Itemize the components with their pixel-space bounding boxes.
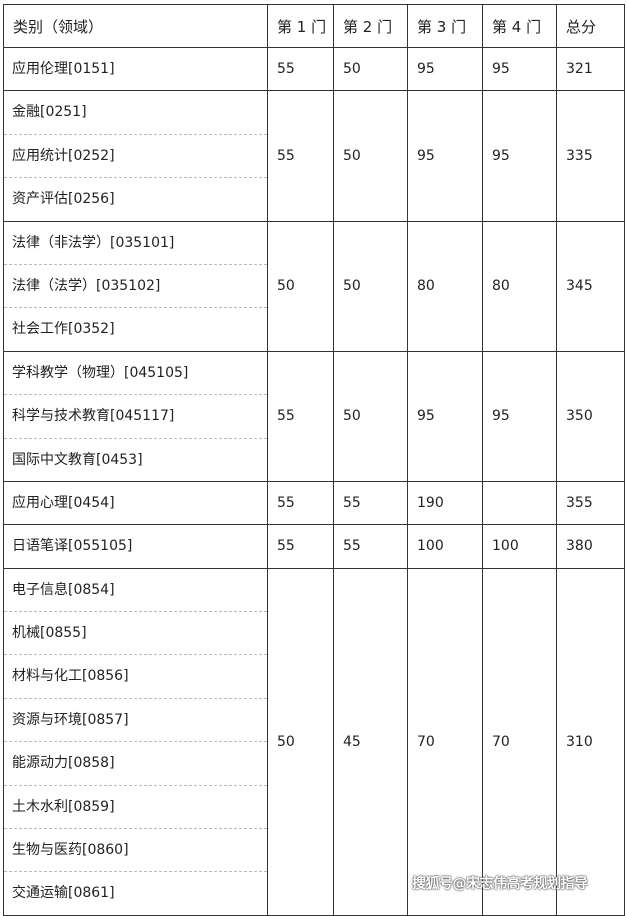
header-subject-1: 第 1 门 <box>267 4 334 48</box>
subject-4-score: 70 <box>482 567 557 916</box>
category-item: 能源动力[0858] <box>4 741 267 784</box>
category-cell: 应用伦理[0151] <box>3 46 268 92</box>
header-subject-3: 第 3 门 <box>407 4 483 48</box>
subject-1-score: 55 <box>267 350 334 482</box>
subject-2-score: 45 <box>333 567 408 916</box>
category-cell: 学科教学（物理）[045105] 科学与技术教育[045117] 国际中文教育[04… <box>3 350 268 482</box>
score-table: 类别（领域） 第 1 门 第 2 门 第 3 门 第 4 门 总分 应用伦理[0… <box>3 4 625 916</box>
table-row: 日语笔译[055105] 55 55 100 100 380 <box>3 524 625 569</box>
total-score: 380 <box>556 524 625 569</box>
subject-1-score: 55 <box>267 46 334 92</box>
category-item: 应用统计[0252] <box>4 133 267 177</box>
subject-2-score: 55 <box>333 524 408 569</box>
category-item: 应用心理[0454] <box>12 494 115 511</box>
table-row: 金融[0251] 应用统计[0252] 资产评估[0256] 55 50 95 95 335 <box>3 90 625 222</box>
category-item: 法律（法学）[035102] <box>4 263 267 307</box>
subject-3-score: 100 <box>407 524 483 569</box>
subject-1-score: 55 <box>267 524 334 569</box>
subject-2-score: 50 <box>333 90 408 222</box>
subject-4-score <box>482 480 557 526</box>
total-score: 350 <box>556 350 625 482</box>
subject-1-score: 55 <box>267 480 334 526</box>
category-item: 生物与医药[0860] <box>4 828 267 871</box>
total-score: 355 <box>556 480 625 526</box>
subject-4-score: 80 <box>482 220 557 352</box>
header-category: 类别（领域） <box>3 4 268 48</box>
total-score: 345 <box>556 220 625 352</box>
subject-2-score: 50 <box>333 220 408 352</box>
header-row: 类别（领域） 第 1 门 第 2 门 第 3 门 第 4 门 总分 <box>3 4 625 48</box>
category-item: 资源与环境[0857] <box>4 697 267 741</box>
category-item: 社会工作[0352] <box>4 307 267 350</box>
subject-1-score: 55 <box>267 90 334 222</box>
watermark: 搜狐号@宋志伟高考规划指导 <box>412 876 588 892</box>
subject-4-score: 95 <box>482 90 557 222</box>
category-cell: 电子信息[0854] 机械[0855] 材料与化工[0856] 资源与环境[0857]… <box>3 567 268 916</box>
header-total: 总分 <box>556 4 625 48</box>
category-cell: 法律（非法学）[035101] 法律（法学）[035102] 社会工作[0352] <box>3 220 268 352</box>
table-row: 学科教学（物理）[045105] 科学与技术教育[045117] 国际中文教育[04… <box>3 350 625 482</box>
table-row: 法律（非法学）[035101] 法律（法学）[035102] 社会工作[0352] 5… <box>3 220 625 352</box>
subject-4-score: 100 <box>482 524 557 569</box>
table-row: 应用心理[0454] 55 55 190 355 <box>3 480 625 526</box>
subject-3-score: 190 <box>407 480 483 526</box>
header-subject-2: 第 2 门 <box>333 4 408 48</box>
subject-3-score: 95 <box>407 90 483 222</box>
category-item: 资产评估[0256] <box>4 177 267 220</box>
subject-4-score: 95 <box>482 350 557 482</box>
subject-3-score: 95 <box>407 350 483 482</box>
category-item: 国际中文教育[0453] <box>4 437 267 481</box>
total-score: 335 <box>556 90 625 222</box>
subject-1-score: 50 <box>267 220 334 352</box>
subject-2-score: 50 <box>333 350 408 482</box>
category-item: 日语笔译[055105] <box>12 538 133 555</box>
category-item: 电子信息[0854] <box>12 581 115 598</box>
category-item: 应用伦理[0151] <box>12 61 115 77</box>
table-row: 电子信息[0854] 机械[0855] 材料与化工[0856] 资源与环境[0857]… <box>3 567 625 916</box>
subject-4-score: 95 <box>482 46 557 92</box>
total-score: 310 <box>556 567 625 916</box>
subject-3-score: 70 <box>407 567 483 916</box>
table-row: 应用伦理[0151] 55 50 95 95 321 <box>3 46 625 92</box>
subject-3-score: 80 <box>407 220 483 352</box>
category-item: 金融[0251] <box>12 104 87 121</box>
category-item: 学科教学（物理）[045105] <box>12 364 189 381</box>
category-item: 机械[0855] <box>4 611 267 654</box>
category-cell: 金融[0251] 应用统计[0252] 资产评估[0256] <box>3 90 268 222</box>
subject-2-score: 50 <box>333 46 408 92</box>
total-score: 321 <box>556 46 625 92</box>
subject-2-score: 55 <box>333 480 408 526</box>
category-item: 法律（非法学）[035101] <box>12 234 175 251</box>
subject-3-score: 95 <box>407 46 483 92</box>
header-subject-4: 第 4 门 <box>482 4 557 48</box>
category-item: 土木水利[0859] <box>4 784 267 828</box>
category-cell: 应用心理[0454] <box>3 480 268 526</box>
category-item: 材料与化工[0856] <box>4 654 267 697</box>
category-item: 科学与技术教育[045117] <box>4 394 267 437</box>
category-item: 交通运输[0861] <box>4 871 267 914</box>
category-cell: 日语笔译[055105] <box>3 524 268 569</box>
subject-1-score: 50 <box>267 567 334 916</box>
